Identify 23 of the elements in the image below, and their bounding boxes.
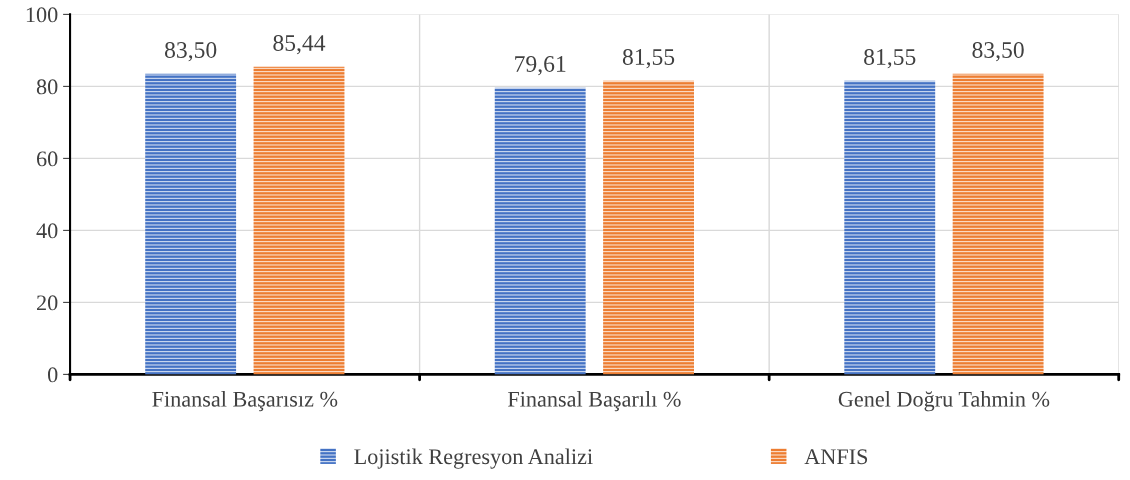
x-tick-label: Finansal Başarılı % <box>507 391 681 412</box>
bar <box>494 87 586 375</box>
bar <box>253 66 345 375</box>
data-label: 83,50 <box>164 41 217 62</box>
y-tick-label: 0 <box>47 367 58 383</box>
data-label: 85,44 <box>273 34 326 55</box>
data-label: 81,55 <box>864 48 916 69</box>
bar <box>145 73 237 375</box>
x-tick-label: Genel Doğru Tahmin % <box>838 391 1050 412</box>
y-tick-label: 80 <box>36 79 58 95</box>
legend-label: Lojistik Regresyon Analizi <box>354 448 593 469</box>
data-label: 79,61 <box>515 56 566 76</box>
y-tick-label: 100 <box>26 7 58 23</box>
y-tick-label: 60 <box>36 151 58 167</box>
bar <box>952 73 1044 375</box>
y-tick-label: 40 <box>36 223 58 239</box>
data-label: 83,50 <box>972 41 1024 62</box>
data-label: 81,55 <box>622 48 675 69</box>
legend-label: ANFIS <box>804 449 868 465</box>
bar <box>844 80 936 375</box>
bar <box>603 80 694 375</box>
y-tick-label: 20 <box>37 295 58 311</box>
x-tick-label: Finansal Başarısız % <box>152 391 338 412</box>
